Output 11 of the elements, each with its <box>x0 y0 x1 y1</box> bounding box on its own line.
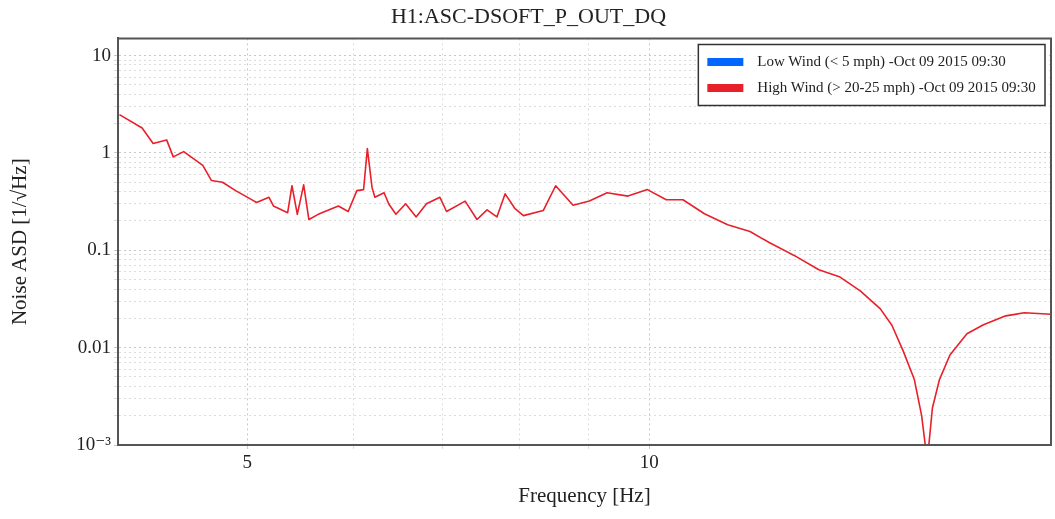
legend-label: High Wind (> 20-25 mph) -Oct 09 2015 09:30 <box>757 78 1036 96</box>
y-tick-label: 10 <box>92 43 111 65</box>
chart-title: H1:ASC-DSOFT_P_OUT_DQ <box>390 2 667 28</box>
x-tick-label: 5 <box>242 451 253 473</box>
legend-label: Low Wind (< 5 mph) -Oct 09 2015 09:30 <box>757 52 1006 70</box>
y-tick-label: 0.1 <box>87 238 111 260</box>
x-axis-title: Frequency [Hz] <box>518 482 651 507</box>
y-tick-label: 10⁻³ <box>76 432 112 454</box>
y-axis-title: Noise ASD [1/√Hz] <box>7 158 32 326</box>
y-tick-label: 0.01 <box>77 335 111 357</box>
y-tick-label: 1 <box>101 140 111 162</box>
